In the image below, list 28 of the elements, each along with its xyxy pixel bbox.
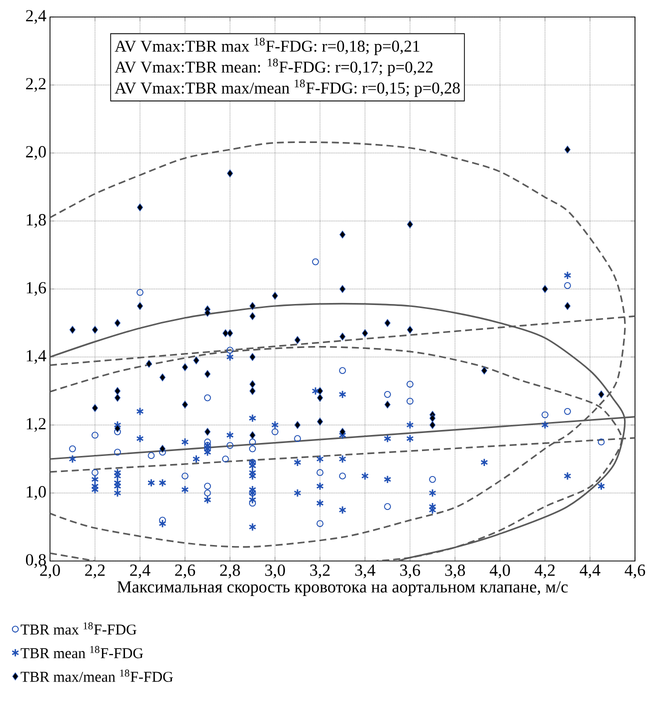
y-tick-label: 2,4: [26, 10, 46, 24]
x-tick-label: 3,2: [310, 564, 330, 578]
x-tick-label: 3,4: [355, 564, 376, 578]
y-tick-label: 1,8: [26, 214, 46, 228]
x-tick-label: 3,0: [265, 564, 285, 578]
y-tick-label: 2,2: [26, 78, 46, 92]
y-tick-label: 2,0: [26, 146, 46, 160]
legend-label: TBR max/mean $^{18}$F-FDG: [20, 670, 173, 682]
x-tick-label: 4,0: [490, 564, 510, 578]
annotation: AV Vmax:TBR max $^{18}$F-FDG: r=0,18; p=0,21: [114, 38, 420, 56]
x-tick-label: 3,8: [445, 564, 465, 578]
x-tick-label: 2,4: [130, 564, 150, 578]
y-tick-label: 1,2: [26, 418, 46, 432]
y-tick-label: 1,4: [26, 350, 46, 364]
x-axis-title: Максимальная скорость кровотока на аортальном клапане, м/с: [117, 581, 568, 596]
legend-label: TBR mean $^{18}$F-FDG: [20, 646, 144, 658]
x-tick-label: 2,6: [175, 564, 196, 578]
x-tick-label: 4,2: [534, 564, 555, 578]
annotation: AV Vmax:TBR mean: $^{18}$F-FDG: r=0,17; p=0,22: [114, 58, 433, 76]
x-tick-label: 2,8: [220, 564, 240, 578]
legend-label: TBR max $^{18}$F-FDG: [20, 622, 136, 635]
x-tick-label: 2,2: [85, 564, 105, 578]
annotation: AV Vmax:TBR max/mean $^{18}$F-FDG: r=0,15; p=0,28: [114, 80, 460, 97]
y-tick-label: 1,6: [26, 282, 46, 296]
x-tick-label: 4,4: [580, 564, 600, 578]
x-tick-label: 4,6: [624, 564, 646, 578]
y-tick-label: 1,0: [26, 486, 46, 500]
x-tick-label: 3,6: [400, 564, 420, 578]
